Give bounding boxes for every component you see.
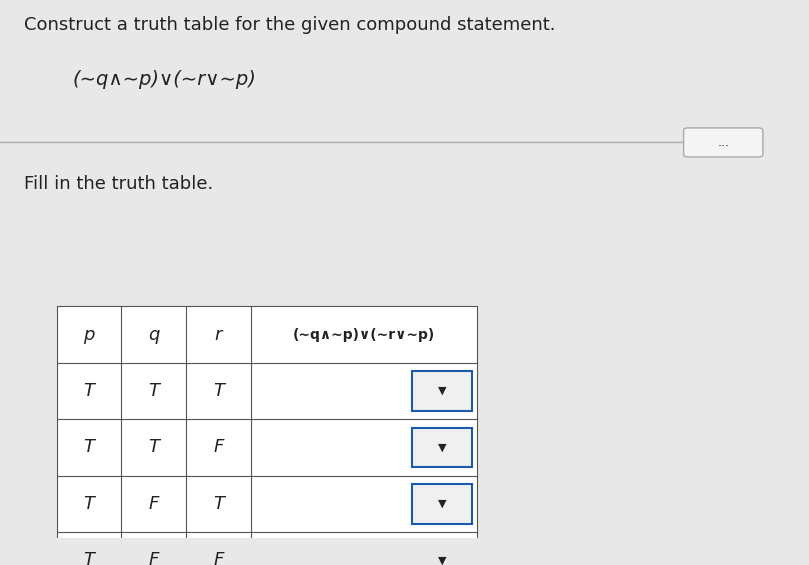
Text: ▼: ▼ (438, 442, 447, 453)
Text: T: T (148, 382, 159, 400)
Text: T: T (213, 382, 224, 400)
Bar (412, 484, 472, 524)
Text: q: q (148, 325, 159, 344)
Text: F: F (214, 551, 223, 565)
Text: Construct a truth table for the given compound statement.: Construct a truth table for the given co… (24, 16, 556, 34)
Text: ▼: ▼ (438, 499, 447, 509)
Bar (412, 428, 472, 467)
Text: F: F (149, 495, 159, 513)
Text: ▼: ▼ (438, 386, 447, 396)
Text: F: F (149, 551, 159, 565)
Text: T: T (83, 438, 95, 457)
FancyBboxPatch shape (684, 128, 763, 157)
Text: ...: ... (718, 136, 730, 149)
Text: T: T (148, 438, 159, 457)
Text: T: T (213, 495, 224, 513)
Text: T: T (83, 551, 95, 565)
Text: T: T (83, 495, 95, 513)
Text: (∼q∧∼p)∨(∼r∨∼p): (∼q∧∼p)∨(∼r∨∼p) (73, 70, 256, 89)
Text: (∼q∧∼p)∨(∼r∨∼p): (∼q∧∼p)∨(∼r∨∼p) (293, 328, 435, 342)
Bar (57, 306, 477, 565)
Text: F: F (214, 438, 223, 457)
Bar (412, 371, 472, 411)
Text: ▼: ▼ (438, 555, 447, 565)
Text: r: r (214, 325, 222, 344)
Text: T: T (83, 382, 95, 400)
Text: p: p (83, 325, 95, 344)
Bar (412, 541, 472, 565)
Text: Fill in the truth table.: Fill in the truth table. (24, 175, 214, 193)
